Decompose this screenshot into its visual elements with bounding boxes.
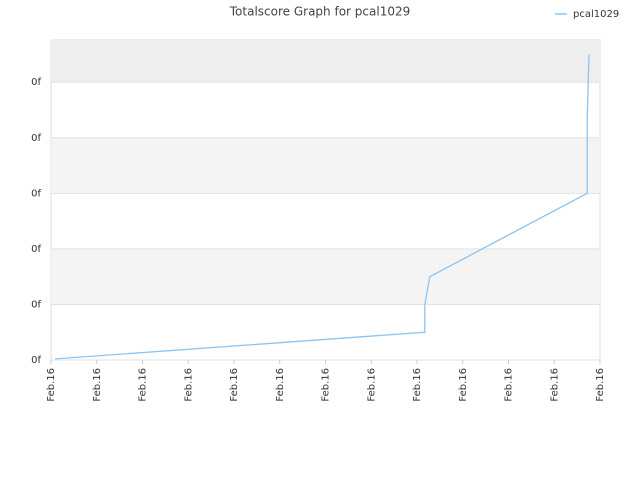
plot-band <box>51 137 600 194</box>
chart-title: Totalscore Graph for pcal1029 <box>229 5 410 19</box>
plot-background <box>50 39 601 361</box>
x-tick-label: Feb.16 <box>595 368 606 402</box>
x-tick-label: Feb.16 <box>458 368 469 402</box>
y-tick-label: 0f <box>31 188 41 199</box>
y-tick-label: 0f <box>31 244 41 255</box>
x-tick-label: Feb.16 <box>275 368 286 402</box>
x-tick-label: Feb.16 <box>46 368 57 402</box>
legend-label: pcal1029 <box>573 9 619 20</box>
y-tick-label: 0f <box>31 133 41 144</box>
x-tick-label: Feb.16 <box>321 368 332 402</box>
x-tick-label: Feb.16 <box>504 368 515 402</box>
plot-band <box>51 40 600 83</box>
x-tick-label: Feb.16 <box>183 368 194 402</box>
y-tick-label: 0f <box>31 77 41 88</box>
y-tick-label: 0f <box>31 299 41 310</box>
x-tick-label: Feb.16 <box>229 368 240 402</box>
x-tick-label: Feb.16 <box>549 368 560 402</box>
x-tick-label: Feb.16 <box>138 368 149 402</box>
x-tick-label: Feb.16 <box>412 368 423 402</box>
y-tick-label: 0f <box>31 355 41 366</box>
x-tick-label: Feb.16 <box>92 368 103 402</box>
data-line <box>55 54 590 360</box>
plot-band <box>51 248 600 305</box>
x-tick-label: Feb.16 <box>366 368 377 402</box>
